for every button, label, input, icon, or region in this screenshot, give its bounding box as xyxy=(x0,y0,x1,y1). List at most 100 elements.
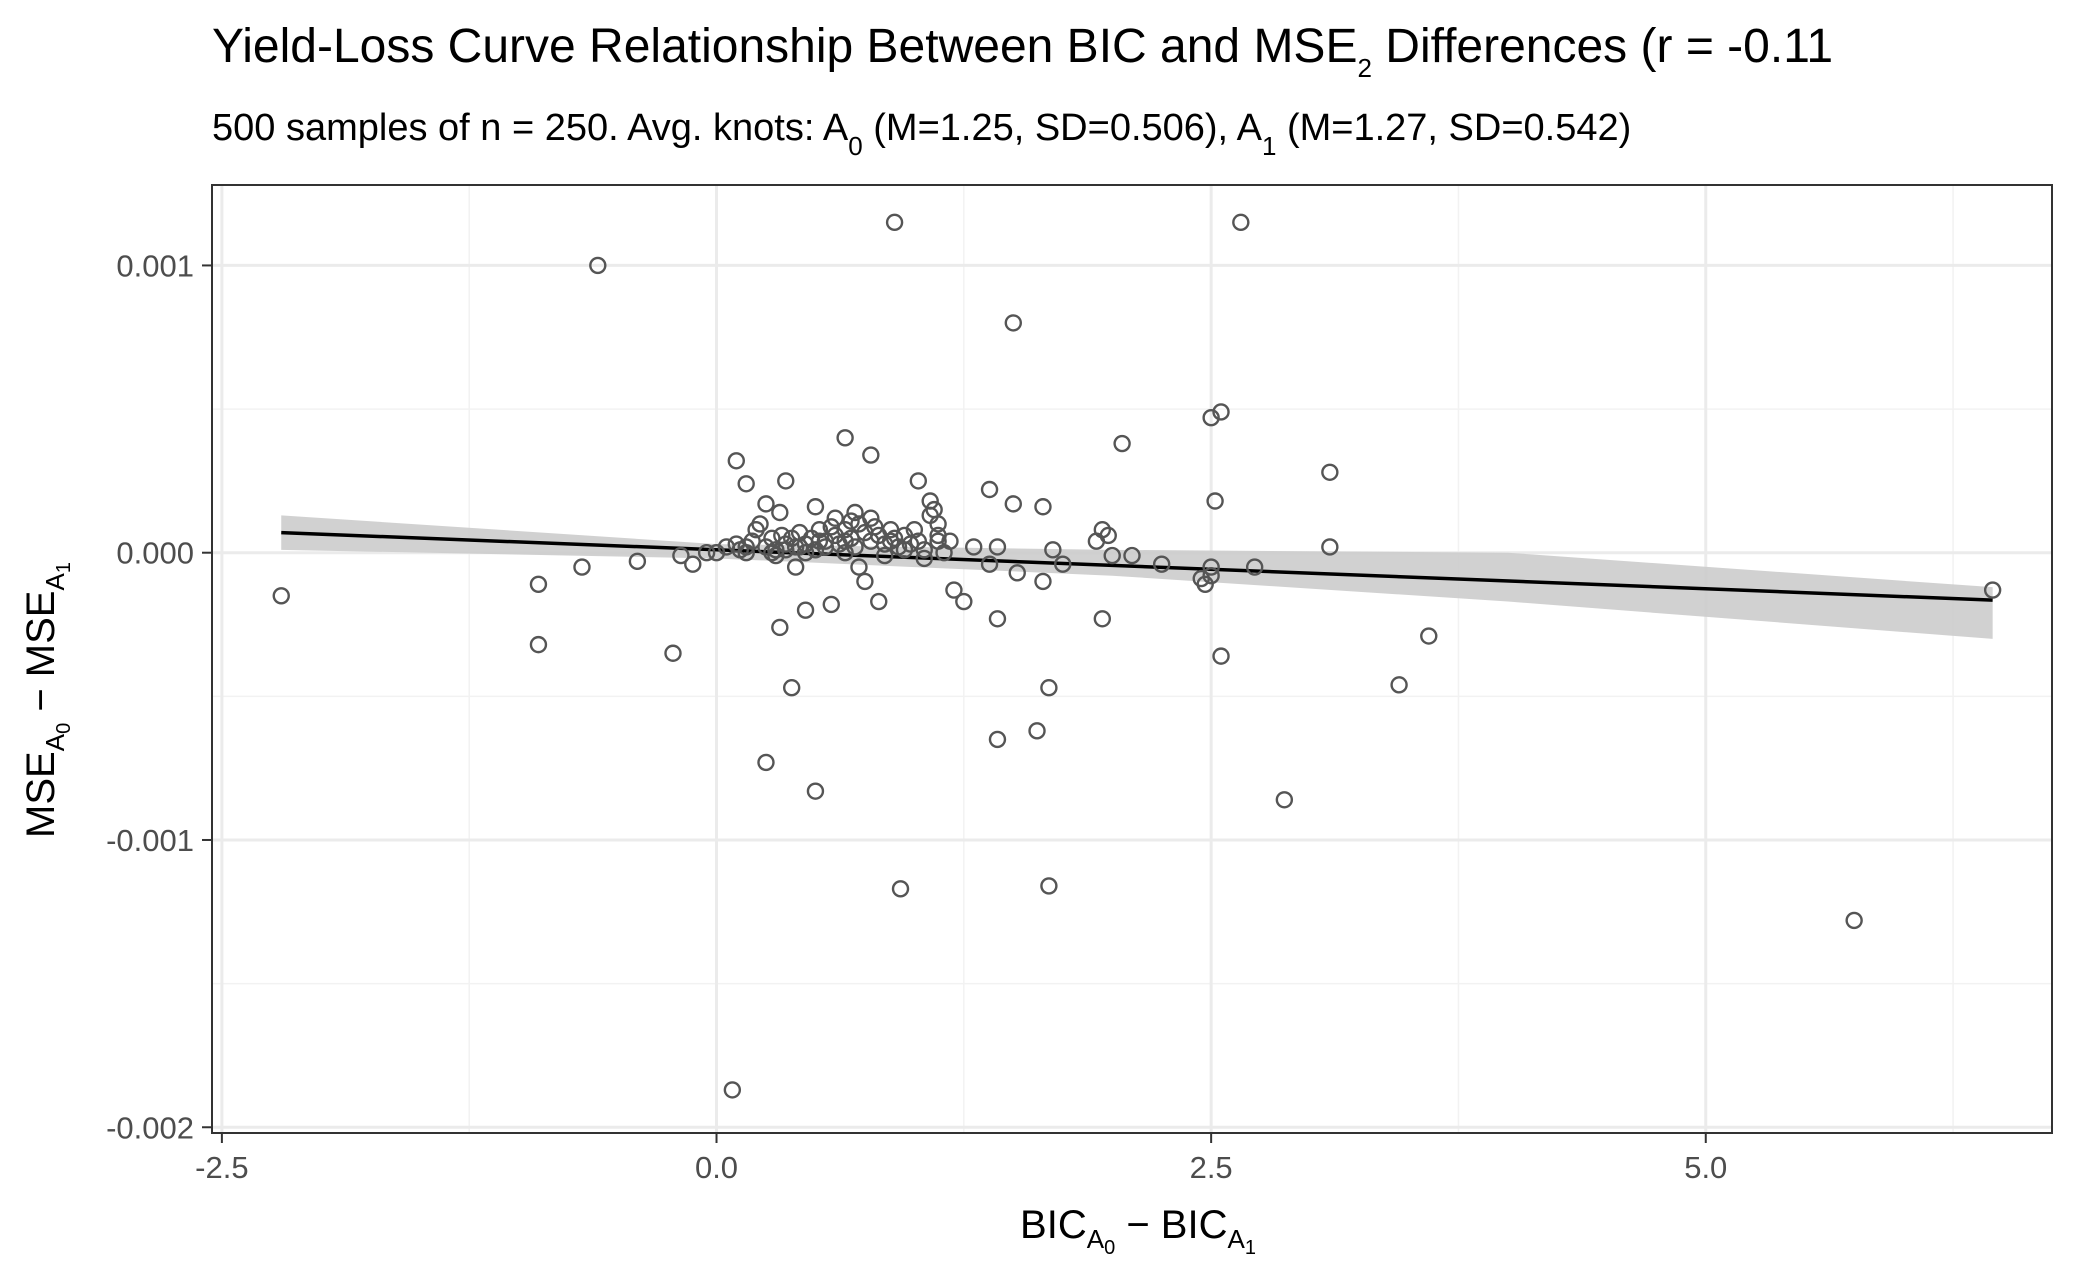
data-point xyxy=(589,256,607,275)
data-point xyxy=(1390,676,1408,694)
data-point xyxy=(782,679,801,697)
data-point xyxy=(1004,314,1022,332)
data-point xyxy=(806,541,825,559)
data-point xyxy=(856,572,874,591)
data-point xyxy=(1196,575,1214,594)
data-point xyxy=(628,552,647,571)
data-point xyxy=(1034,572,1052,591)
data-point xyxy=(1054,555,1072,573)
data-point xyxy=(672,546,690,565)
data-point xyxy=(885,213,904,232)
data-point xyxy=(826,509,844,527)
axes: -2.5 0.0 2.5 5.0 -0.002 -0.001 0.000 0.001 xyxy=(106,184,2053,1185)
data-point xyxy=(862,509,880,527)
data-point xyxy=(697,544,716,562)
x-tick-label: 5.0 xyxy=(1684,1150,1727,1185)
data-point xyxy=(921,492,939,510)
data-point xyxy=(909,472,928,490)
x-axis-title: BICA0 − BICA1 xyxy=(1020,1203,1256,1259)
data-point xyxy=(737,538,755,556)
data-point xyxy=(1040,679,1058,697)
y-tick-label: 0.000 xyxy=(116,536,194,571)
data-point xyxy=(1321,463,1339,481)
data-point xyxy=(1123,546,1141,565)
data-point xyxy=(941,532,959,550)
data-point xyxy=(1232,213,1250,232)
data-point xyxy=(980,480,999,499)
y-tick-label: -0.002 xyxy=(106,1110,194,1145)
data-point xyxy=(757,538,775,556)
data-point xyxy=(763,544,781,562)
data-point xyxy=(684,555,702,573)
data-point xyxy=(1044,541,1062,559)
data-point xyxy=(1034,498,1052,516)
data-point xyxy=(1245,558,1264,576)
data-point xyxy=(806,498,825,516)
data-point xyxy=(905,521,924,539)
data-point xyxy=(707,544,726,562)
data-point xyxy=(1202,566,1220,585)
data-point xyxy=(836,429,854,447)
data-point xyxy=(723,1081,742,1099)
data-point xyxy=(767,546,785,565)
y-tick-label: 0.001 xyxy=(116,248,194,283)
data-point xyxy=(771,618,789,637)
data-point xyxy=(1093,610,1112,628)
data-point xyxy=(955,592,973,611)
data-point xyxy=(870,592,888,611)
data-point xyxy=(1845,911,1863,930)
data-point xyxy=(929,515,947,533)
data-point xyxy=(1004,495,1022,513)
data-point xyxy=(846,538,864,556)
data-point xyxy=(980,555,999,573)
data-point xyxy=(1093,521,1112,539)
data-point xyxy=(786,558,805,576)
data-point xyxy=(1983,581,2002,599)
data-point xyxy=(573,558,591,576)
data-point xyxy=(767,541,785,559)
data-point xyxy=(846,503,864,522)
data-point xyxy=(988,538,1007,556)
data-point xyxy=(737,544,755,562)
data-point xyxy=(909,532,928,550)
data-point xyxy=(1212,403,1230,421)
data-point xyxy=(891,880,910,898)
data-point xyxy=(751,515,769,533)
data-point xyxy=(806,782,825,800)
data-point xyxy=(773,526,791,545)
data-point xyxy=(810,532,829,550)
data-point xyxy=(737,475,755,493)
data-point xyxy=(822,595,840,614)
data-point xyxy=(1202,558,1220,576)
data-point xyxy=(895,541,914,559)
data-point xyxy=(881,532,900,550)
data-point xyxy=(1152,555,1171,573)
data-point xyxy=(1113,434,1131,453)
panel-border xyxy=(211,184,2053,1134)
data-point xyxy=(836,532,854,550)
chart-title-subscript: 2 xyxy=(1357,53,1371,83)
chart-subtitle: 500 samples of n = 250. Avg. knots: A0 (… xyxy=(212,107,1631,161)
data-point xyxy=(915,549,933,568)
data-point xyxy=(1275,791,1294,809)
data-point xyxy=(529,575,548,594)
data-point xyxy=(988,730,1007,749)
data-point xyxy=(757,753,775,772)
x-tick-label: 2.5 xyxy=(1190,1150,1233,1185)
data-point xyxy=(929,532,947,550)
data-point xyxy=(1420,627,1438,645)
x-tick-label: 0.0 xyxy=(695,1150,738,1185)
y-axis-title: MSEA0 − MSEA1 xyxy=(19,562,75,838)
data-point xyxy=(757,495,775,513)
data-point xyxy=(272,587,290,605)
data-point xyxy=(664,644,682,662)
data-point xyxy=(826,526,844,545)
data-point xyxy=(796,544,815,562)
data-point xyxy=(866,518,884,536)
data-point xyxy=(945,581,963,599)
data-point xyxy=(915,541,933,559)
data-point xyxy=(1103,546,1121,565)
data-point xyxy=(529,635,548,654)
data-point xyxy=(1028,722,1046,740)
